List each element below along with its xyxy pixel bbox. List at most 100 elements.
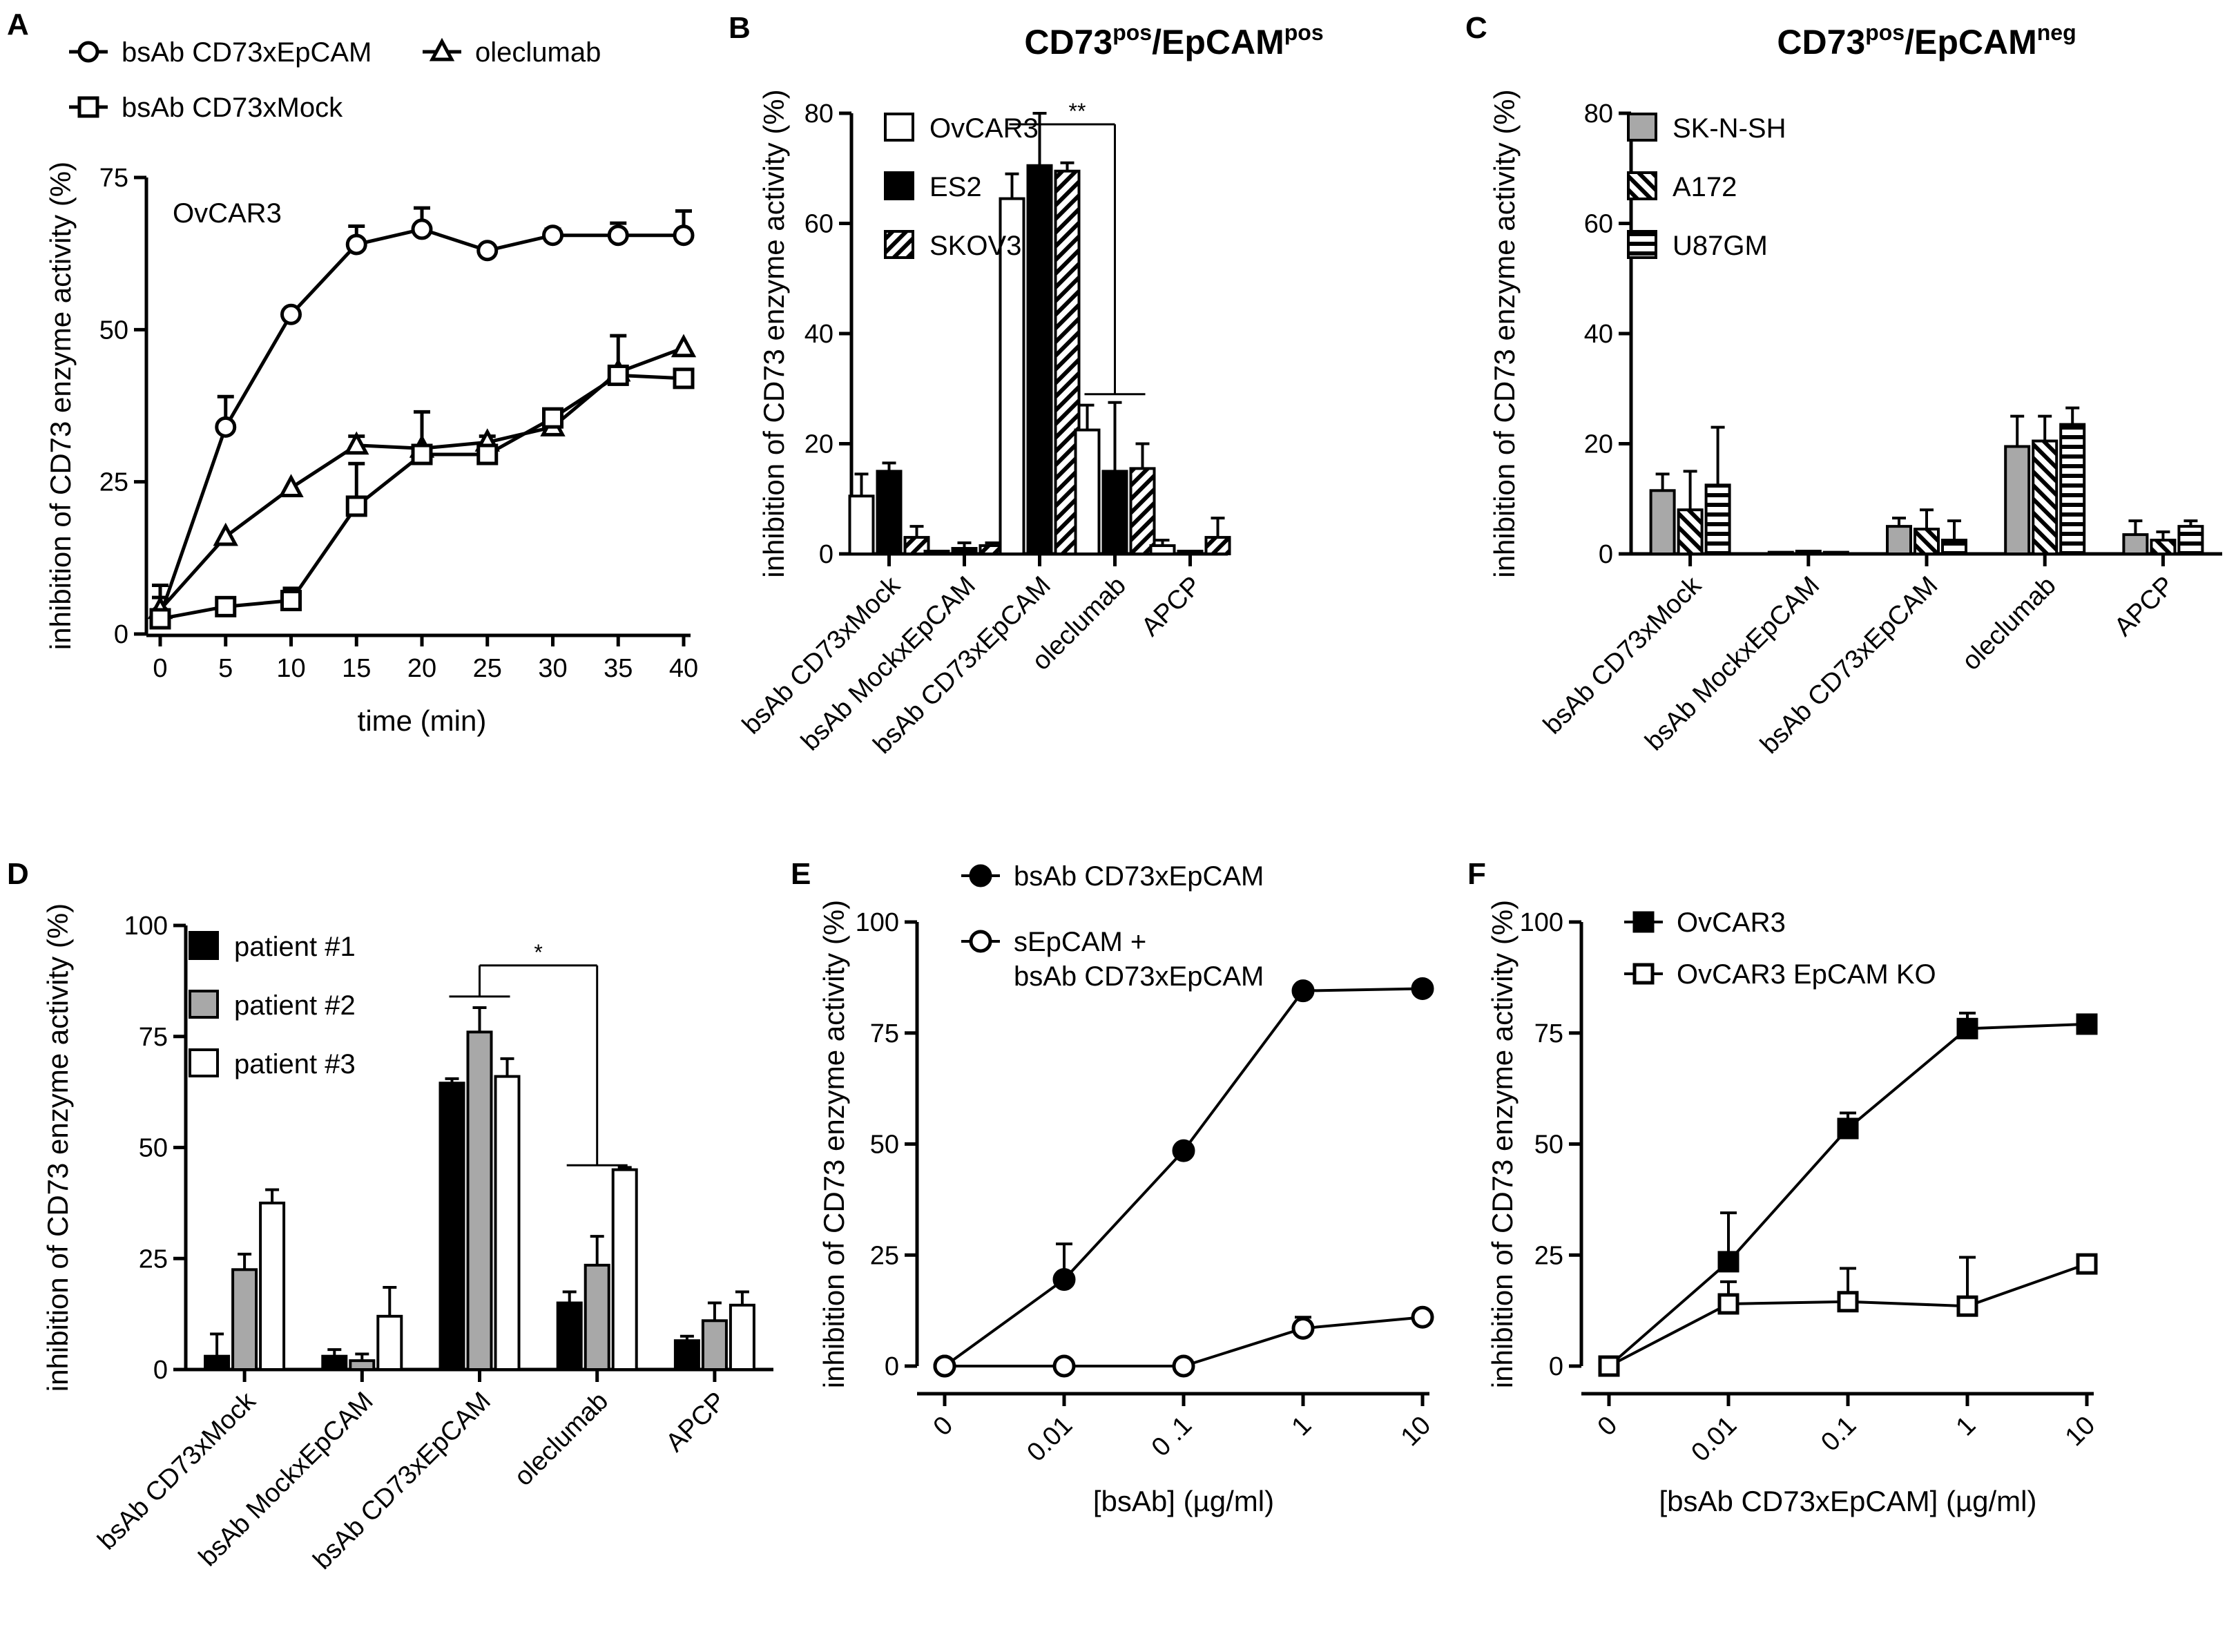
x-tick-label: 0 <box>928 1411 959 1442</box>
y-tick-label: 50 <box>1534 1131 1563 1160</box>
square-marker <box>476 443 499 465</box>
bar <box>321 1354 348 1371</box>
square-marker <box>1837 1117 1859 1140</box>
bar <box>923 550 950 556</box>
triangle-marker <box>671 334 697 358</box>
category-label: APCP <box>1136 571 1207 642</box>
y-tick-label: 50 <box>99 316 128 345</box>
circle-marker <box>673 224 695 247</box>
legend-label: SKOV3 <box>929 231 1021 261</box>
legend-label: patient #1 <box>234 932 356 962</box>
panel-d-chart: D 0 25 50 75 100 inhibition of CD73 enzyme act… <box>7 857 773 1575</box>
y-tick-label: 75 <box>139 1023 168 1052</box>
bar <box>1129 467 1156 556</box>
circle-marker <box>280 303 302 325</box>
x-tick-label: 10 <box>2060 1411 2101 1452</box>
title-part: pos <box>1284 20 1324 45</box>
inset-label: OvCAR3 <box>173 198 282 229</box>
series-line <box>943 987 1423 1367</box>
circle-marker <box>933 1354 956 1378</box>
bar <box>951 547 978 556</box>
bar <box>701 1319 728 1372</box>
y-tick-label: 0 <box>885 1352 899 1381</box>
x-axis-label: [bsAb] (µg/ml) <box>1093 1485 1274 1517</box>
x-tick-label: 1 <box>1951 1411 1982 1442</box>
panel-b-chart: B 0 20 40 60 80 inhibition of CD73 enzyme acti… <box>729 11 1324 760</box>
significance-label: * <box>534 940 542 965</box>
legend-swatch <box>884 230 914 259</box>
square-marker <box>215 595 237 617</box>
y-axis-label: inhibition of CD73 enzyme activity (%) <box>41 903 74 1392</box>
category-label: APCP <box>660 1387 731 1458</box>
bar <box>2150 539 2177 555</box>
x-tick-label: 40 <box>669 654 698 683</box>
x-tick-label: 0 <box>153 654 167 683</box>
legend-swatch <box>884 171 914 200</box>
bar <box>1101 470 1128 555</box>
y-tick-label: 0 <box>819 540 833 569</box>
bar <box>1941 539 1967 555</box>
panel-letter: E <box>791 857 811 891</box>
y-tick-label: 80 <box>804 99 833 128</box>
y-axis-label: inhibition of CD73 enzyme activity (%) <box>44 162 77 650</box>
panel-letter: D <box>7 857 29 891</box>
legend-label: sEpCAM + <box>1014 927 1146 957</box>
category-label: oleclumab <box>1956 571 2061 676</box>
bar <box>1795 550 1822 556</box>
x-tick-label: 10 <box>276 654 305 683</box>
y-tick-label: 75 <box>99 164 128 193</box>
circle-marker <box>1411 977 1434 1000</box>
legend-label: OvCAR3 EpCAM KO <box>1677 959 1936 990</box>
y-tick-label: 25 <box>139 1245 168 1274</box>
y-tick-label: 80 <box>1584 99 1613 128</box>
y-tick-label: 100 <box>1520 908 1563 937</box>
x-tick-label: 0 <box>1592 1411 1623 1442</box>
bar <box>438 1082 465 1371</box>
bar <box>673 1339 700 1371</box>
y-axis-label: inhibition of CD73 enzyme activity (%) <box>758 89 790 577</box>
y-axis-label: inhibition of CD73 enzyme activity (%) <box>1486 900 1519 1388</box>
y-tick-label: 0 <box>1549 1352 1563 1381</box>
legend-swatch <box>189 1048 219 1077</box>
series-filled-square <box>1598 1011 2098 1377</box>
category-label: oleclumab <box>509 1387 614 1492</box>
series-line <box>159 346 684 611</box>
circle-marker <box>215 416 237 438</box>
panel-letter: B <box>729 11 751 45</box>
panel-letter: A <box>7 8 29 41</box>
triangle-marker <box>429 37 455 61</box>
bar <box>466 1030 493 1371</box>
x-tick-label: 0.01 <box>1686 1411 1742 1468</box>
legend-label: A172 <box>1673 172 1737 202</box>
x-axis-label: time (min) <box>358 704 487 737</box>
bar <box>376 1314 403 1371</box>
title-part: /EpCAM <box>1905 23 2037 61</box>
category-label: APCP <box>2109 571 2180 642</box>
bar <box>848 494 875 556</box>
bar <box>349 1359 376 1372</box>
circle-marker <box>969 864 992 887</box>
legend-label: OvCAR3 <box>929 113 1039 144</box>
bar <box>494 1075 521 1371</box>
circle-marker <box>1291 979 1315 1003</box>
series-open-circle <box>933 1305 1434 1378</box>
bar <box>1149 544 1176 555</box>
bar <box>1822 550 1849 555</box>
bar <box>729 1303 755 1372</box>
triangle-marker <box>213 522 238 546</box>
bar <box>1704 483 1731 555</box>
bar <box>1649 489 1676 555</box>
title-part: neg <box>2037 20 2076 45</box>
bar <box>1677 508 1704 556</box>
square-marker <box>411 443 433 465</box>
legend-label: SK-N-SH <box>1673 113 1786 144</box>
bar <box>259 1201 286 1371</box>
square-marker <box>1598 1355 1620 1377</box>
x-tick-label: 30 <box>538 654 567 683</box>
series-open-square <box>1598 1253 2098 1377</box>
circle-marker <box>1411 1305 1434 1329</box>
series-filled-circle <box>933 977 1434 1378</box>
panel-letter: F <box>1467 857 1486 891</box>
triangle-marker <box>344 431 369 455</box>
